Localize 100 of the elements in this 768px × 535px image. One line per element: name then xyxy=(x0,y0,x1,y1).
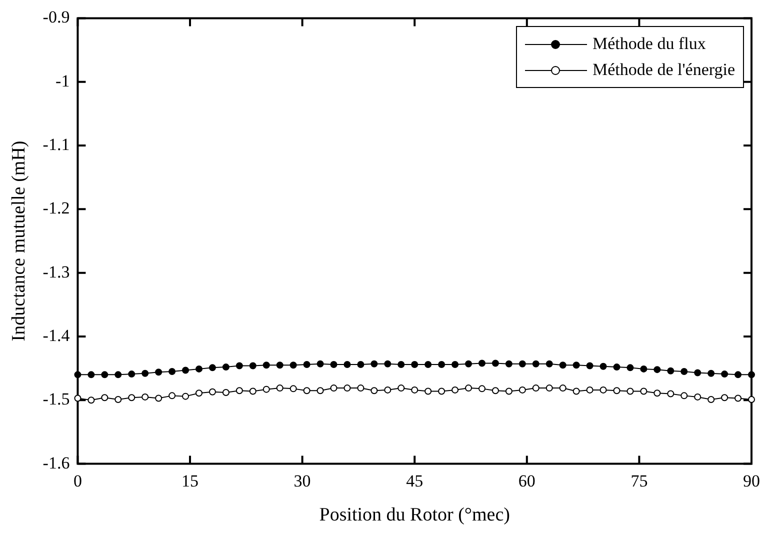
point xyxy=(532,384,540,392)
point xyxy=(236,362,243,370)
point xyxy=(452,360,459,368)
point xyxy=(654,366,661,374)
point xyxy=(572,362,580,369)
point xyxy=(101,371,108,378)
point xyxy=(168,392,176,400)
point xyxy=(721,370,728,378)
point xyxy=(222,364,230,371)
point xyxy=(290,362,297,369)
point xyxy=(276,362,284,369)
point xyxy=(586,362,594,370)
point xyxy=(262,362,270,369)
point xyxy=(330,360,338,368)
point xyxy=(654,390,661,397)
point xyxy=(182,392,190,400)
point xyxy=(370,387,378,394)
point xyxy=(452,386,459,394)
point xyxy=(370,360,378,368)
point xyxy=(518,386,526,394)
point xyxy=(465,384,472,392)
point xyxy=(465,360,472,368)
point xyxy=(155,368,162,376)
point xyxy=(88,371,95,378)
point xyxy=(276,384,284,392)
legend-label: Méthode de l'énergie xyxy=(592,60,735,80)
point xyxy=(168,368,176,375)
point xyxy=(344,360,351,368)
point xyxy=(142,370,149,377)
point xyxy=(195,390,202,397)
point xyxy=(667,367,674,374)
point xyxy=(438,360,446,368)
point xyxy=(748,371,755,378)
point xyxy=(640,365,648,372)
point xyxy=(734,371,742,378)
x-tick-label: 30 xyxy=(294,471,311,490)
y-tick-label: -1 xyxy=(56,71,70,90)
point xyxy=(249,388,256,395)
point xyxy=(748,396,755,404)
y-tick-label: -1.1 xyxy=(42,134,70,154)
point xyxy=(600,386,607,394)
y-axis-title: Inductance mutuelle (mH) xyxy=(8,140,30,342)
point xyxy=(316,387,324,394)
point xyxy=(208,388,216,396)
point xyxy=(559,384,566,392)
point xyxy=(613,387,620,394)
point xyxy=(74,394,82,402)
point xyxy=(667,390,674,398)
point xyxy=(128,394,136,402)
point xyxy=(546,384,553,392)
point xyxy=(101,394,108,402)
point xyxy=(114,396,122,404)
point xyxy=(505,360,512,368)
point xyxy=(411,360,418,368)
point xyxy=(626,364,634,372)
point xyxy=(262,386,270,393)
point xyxy=(88,396,95,404)
y-tick-label: -1.5 xyxy=(42,390,70,409)
point xyxy=(344,384,351,392)
point xyxy=(505,388,512,395)
point xyxy=(195,365,202,372)
point xyxy=(518,360,526,368)
point xyxy=(182,366,190,374)
point xyxy=(572,388,580,395)
point xyxy=(478,360,486,367)
point xyxy=(708,370,715,377)
point xyxy=(438,388,446,395)
point xyxy=(424,360,432,368)
point xyxy=(640,388,648,395)
point xyxy=(546,360,553,368)
y-tick-label: -0.9 xyxy=(42,8,70,27)
point xyxy=(384,360,392,368)
point xyxy=(249,362,256,370)
point xyxy=(680,368,688,375)
point xyxy=(398,360,405,368)
point xyxy=(411,386,418,394)
point xyxy=(290,385,297,392)
point xyxy=(680,392,688,400)
y-tick-label: -1.3 xyxy=(42,262,70,282)
x-tick-label: 60 xyxy=(518,471,536,490)
point xyxy=(384,386,392,394)
x-axis-title: Position du Rotor (°mec) xyxy=(319,504,510,526)
y-tick-label: -1.6 xyxy=(42,453,70,472)
point xyxy=(74,371,82,378)
point xyxy=(155,394,162,402)
point xyxy=(128,370,136,378)
point xyxy=(559,362,566,369)
point xyxy=(734,394,742,402)
point xyxy=(142,393,149,400)
y-tick-label: -1.2 xyxy=(42,198,70,218)
point xyxy=(694,393,702,400)
point xyxy=(492,387,499,394)
point xyxy=(586,386,594,394)
point xyxy=(357,360,364,368)
point xyxy=(236,387,243,394)
point xyxy=(492,360,499,367)
x-tick-label: 0 xyxy=(73,471,82,490)
point xyxy=(208,364,216,372)
point xyxy=(316,360,324,368)
point xyxy=(303,360,310,368)
